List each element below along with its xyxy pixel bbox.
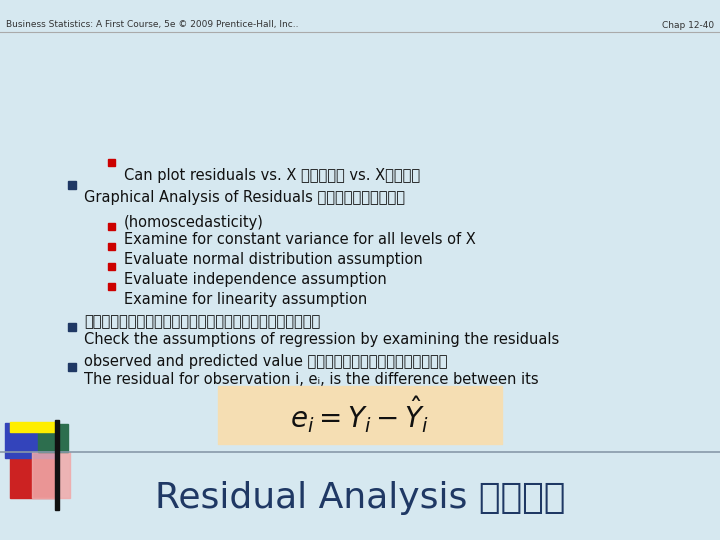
Bar	[38, 424, 68, 452]
Text: Check the assumptions of regression by examining the residuals: Check the assumptions of regression by e…	[84, 332, 559, 347]
Bar	[5, 423, 55, 458]
Bar	[10, 422, 58, 432]
Bar	[108, 223, 115, 230]
Bar	[108, 283, 115, 290]
Text: (homoscedasticity): (homoscedasticity)	[124, 215, 264, 230]
Bar	[68, 181, 76, 189]
Text: Can plot residuals vs. X 可以画残差 vs. X的散点图: Can plot residuals vs. X 可以画残差 vs. X的散点图	[124, 168, 420, 183]
Text: observed and predicted value 残差就是观测值和预测值之间的差异: observed and predicted value 残差就是观测值和预测值…	[84, 354, 448, 369]
Text: Residual Analysis 残差分析: Residual Analysis 残差分析	[155, 481, 565, 515]
Bar	[218, 386, 502, 444]
Bar	[68, 363, 76, 371]
Text: Evaluate independence assumption: Evaluate independence assumption	[124, 272, 387, 287]
Text: Business Statistics: A First Course, 5e © 2009 Prentice-Hall, Inc..: Business Statistics: A First Course, 5e …	[6, 21, 299, 30]
Text: $e_i = Y_i - \hat{Y}_i$: $e_i = Y_i - \hat{Y}_i$	[290, 395, 430, 435]
Text: The residual for observation i, eᵢ, is the difference between its: The residual for observation i, eᵢ, is t…	[84, 372, 539, 387]
Bar	[108, 243, 115, 250]
Bar	[68, 323, 76, 331]
Bar	[55, 420, 59, 510]
Text: 通过对残差的分析和检验，可以判断回归模型的假设是否成立: 通过对残差的分析和检验，可以判断回归模型的假设是否成立	[84, 314, 320, 329]
Text: Chap 12-40: Chap 12-40	[662, 21, 714, 30]
Bar	[108, 159, 115, 166]
Bar	[10, 452, 56, 498]
Text: Evaluate normal distribution assumption: Evaluate normal distribution assumption	[124, 252, 423, 267]
Text: Examine for constant variance for all levels of X: Examine for constant variance for all le…	[124, 232, 476, 247]
Bar	[108, 263, 115, 270]
Text: Graphical Analysis of Residuals 常用残差图分析来实现: Graphical Analysis of Residuals 常用残差图分析来…	[84, 190, 405, 205]
Bar	[32, 452, 70, 498]
Text: Examine for linearity assumption: Examine for linearity assumption	[124, 292, 367, 307]
